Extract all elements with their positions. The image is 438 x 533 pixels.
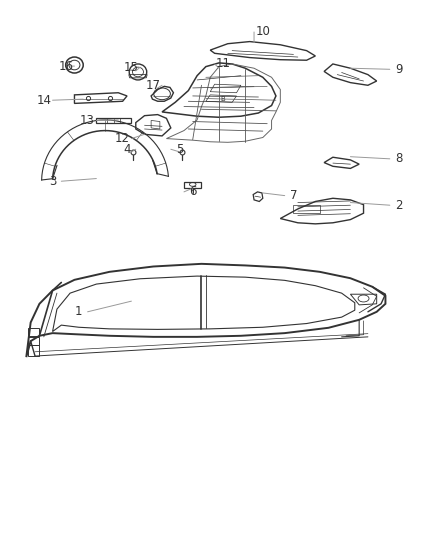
Text: 3: 3 <box>49 175 56 188</box>
Text: 14: 14 <box>36 94 51 107</box>
Text: 11: 11 <box>216 58 231 70</box>
Text: 7: 7 <box>290 189 297 202</box>
Text: 2: 2 <box>395 199 403 212</box>
Text: 8: 8 <box>395 152 402 165</box>
Text: 15: 15 <box>124 61 139 74</box>
Text: 16: 16 <box>58 60 73 72</box>
Text: 13: 13 <box>80 114 95 127</box>
Text: 6: 6 <box>189 185 197 198</box>
Text: 17: 17 <box>146 79 161 92</box>
Text: 12: 12 <box>115 132 130 145</box>
Text: 9: 9 <box>395 63 403 76</box>
Text: 1: 1 <box>75 305 83 318</box>
Text: 10: 10 <box>255 26 270 38</box>
Text: 5: 5 <box>176 143 183 156</box>
Text: B: B <box>220 96 225 102</box>
Text: 4: 4 <box>123 143 131 156</box>
